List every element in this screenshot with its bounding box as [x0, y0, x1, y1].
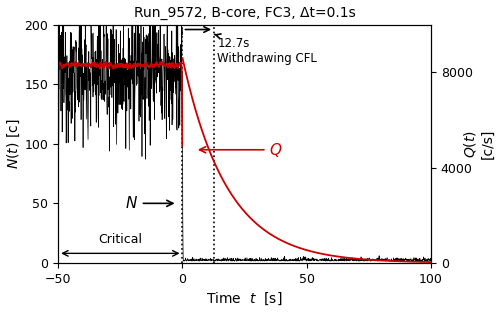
Text: $N$: $N$ — [125, 195, 173, 211]
Title: Run_9572, B-core, FC3, Δt=0.1s: Run_9572, B-core, FC3, Δt=0.1s — [134, 6, 356, 19]
Y-axis label: $Q(t)$
[c/s]: $Q(t)$ [c/s] — [462, 129, 494, 159]
X-axis label: Time  $t$  [s]: Time $t$ [s] — [206, 291, 283, 307]
Y-axis label: $N(t)$ [c]: $N(t)$ [c] — [6, 119, 22, 169]
Text: $Q$: $Q$ — [200, 141, 283, 159]
Text: 12.7s
Withdrawing CFL: 12.7s Withdrawing CFL — [214, 34, 317, 65]
Text: Critical: Critical — [98, 233, 142, 246]
